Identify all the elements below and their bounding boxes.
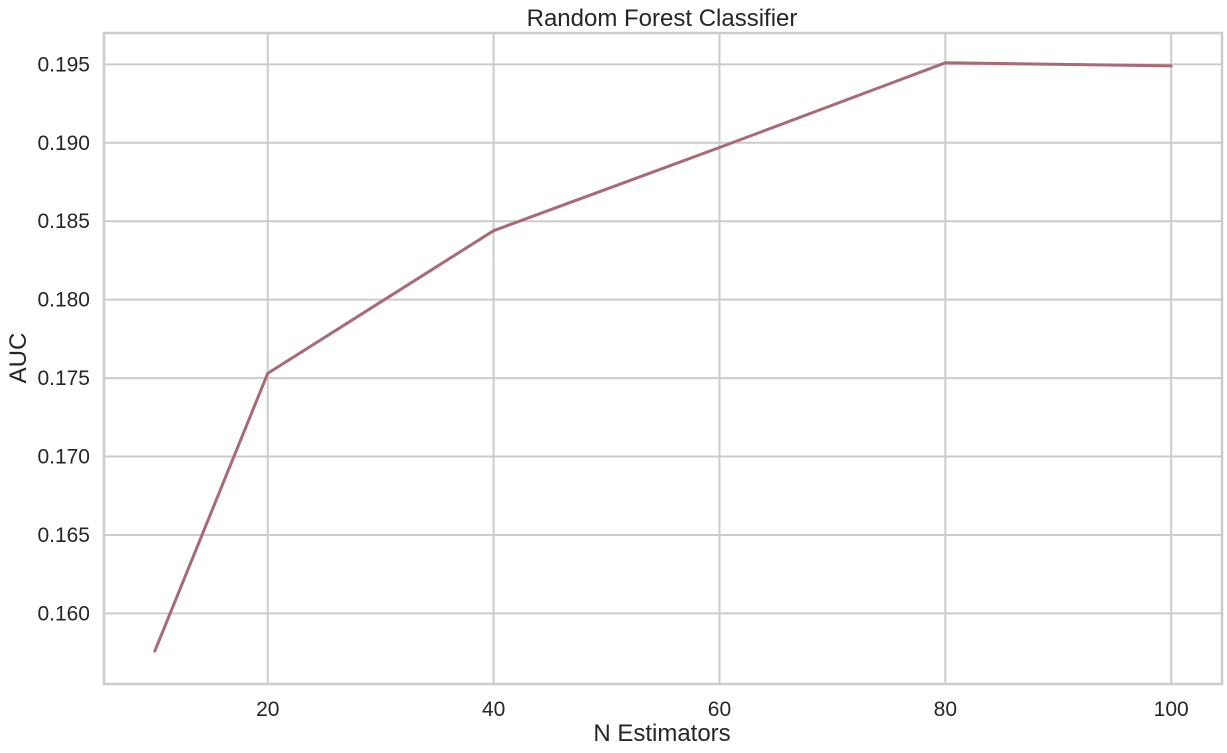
y-tick-label: 0.185 bbox=[37, 210, 90, 233]
x-tick-label: 20 bbox=[256, 698, 279, 721]
grid bbox=[104, 33, 1222, 684]
y-tick-label: 0.195 bbox=[37, 53, 90, 76]
y-tick-label: 0.160 bbox=[37, 602, 90, 625]
y-tick-label: 0.175 bbox=[37, 367, 90, 390]
plot-frame bbox=[102, 31, 1224, 686]
x-tick-label: 100 bbox=[1154, 698, 1189, 721]
y-tick-label: 0.190 bbox=[37, 132, 90, 155]
series-line bbox=[153, 61, 1173, 653]
x-tick-labels: 20 40 60 80 100 bbox=[256, 698, 1189, 721]
y-tick-labels: 0.160 0.165 0.170 0.175 0.180 0.185 0.190 0.195 bbox=[37, 53, 90, 625]
y-tick-label: 0.165 bbox=[37, 524, 90, 547]
x-tick-label: 60 bbox=[708, 698, 731, 721]
y-axis-label: AUC bbox=[5, 333, 32, 384]
x-tick-label: 40 bbox=[482, 698, 505, 721]
x-tick-label: 80 bbox=[934, 698, 957, 721]
series-layer bbox=[153, 61, 1173, 653]
chart-title: Random Forest Classifier bbox=[527, 5, 798, 32]
x-axis-label: N Estimators bbox=[593, 720, 730, 747]
y-tick-label: 0.180 bbox=[37, 289, 90, 312]
y-tick-label: 0.170 bbox=[37, 446, 90, 469]
